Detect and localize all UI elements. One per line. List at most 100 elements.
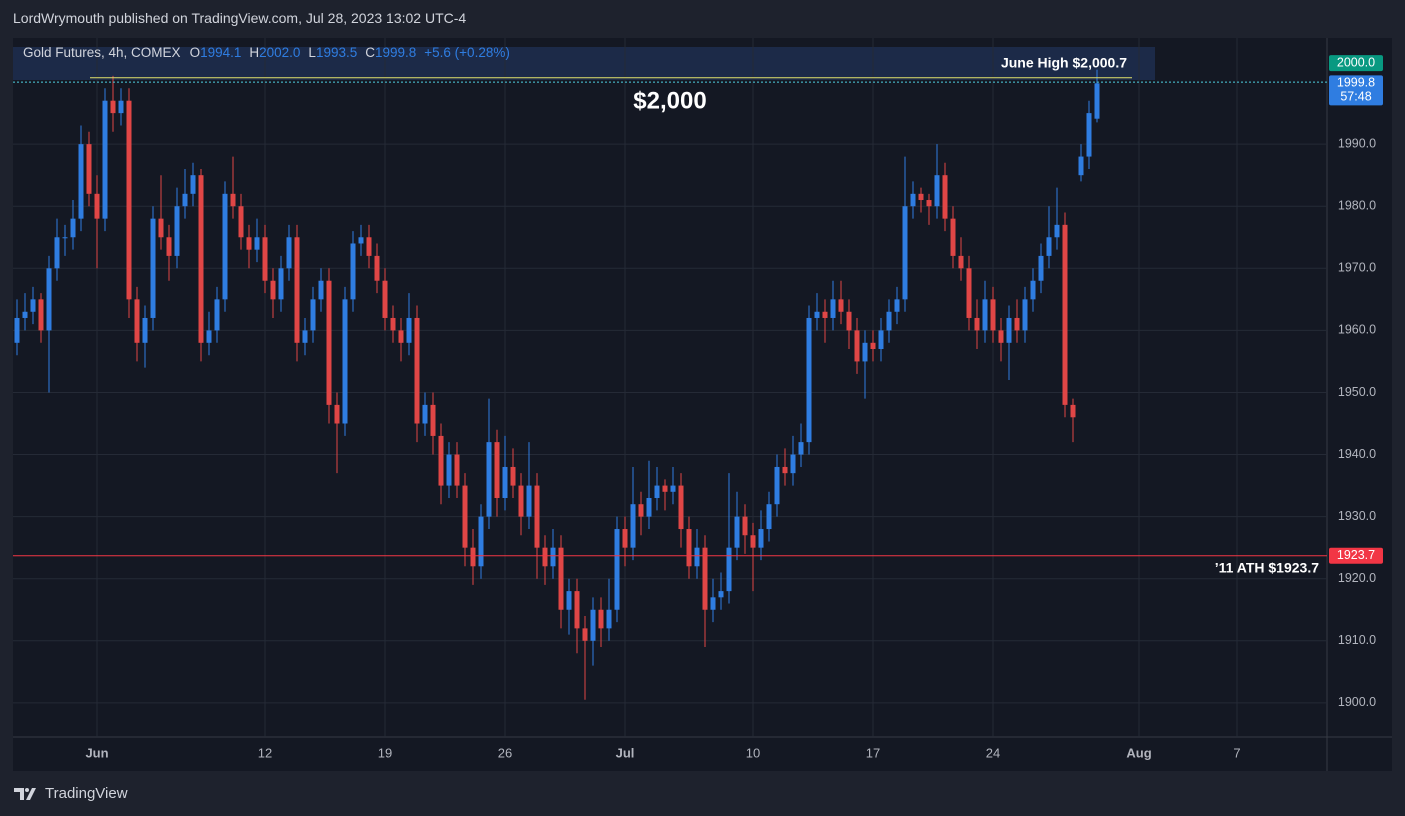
candle-body bbox=[550, 547, 556, 567]
candle-body bbox=[1054, 224, 1060, 238]
plot-background bbox=[13, 38, 1392, 771]
last-price: 1999.8 bbox=[1337, 76, 1375, 90]
candle-body bbox=[198, 175, 204, 343]
candle-body bbox=[446, 454, 452, 486]
candle-body bbox=[262, 237, 268, 281]
candle-body bbox=[214, 299, 220, 331]
candle-body bbox=[86, 144, 92, 194]
candle-body bbox=[270, 280, 276, 300]
legend-key: H bbox=[249, 45, 260, 60]
x-tick-label: 12 bbox=[258, 745, 272, 760]
candle-body bbox=[750, 535, 756, 548]
candle-body bbox=[646, 497, 652, 517]
candle-body bbox=[30, 299, 36, 312]
legend-value: 1993.5 bbox=[315, 45, 358, 60]
x-tick-label: 26 bbox=[498, 745, 512, 760]
candle-body bbox=[182, 193, 188, 207]
change: +5.6 (+0.28%) bbox=[424, 45, 510, 60]
candle-body bbox=[598, 609, 604, 629]
annotation: June High $2,000.7 bbox=[1001, 55, 1127, 71]
candle-body bbox=[510, 466, 516, 486]
legend-key: O bbox=[189, 45, 201, 60]
candle-body bbox=[206, 330, 212, 343]
candle-body bbox=[430, 404, 436, 436]
x-tick-label: Aug bbox=[1126, 745, 1151, 760]
y-tick-label: 1950.0 bbox=[1338, 385, 1376, 399]
candle-body bbox=[678, 485, 684, 530]
x-tick-label: Jun bbox=[85, 745, 108, 760]
candle-body bbox=[254, 237, 260, 250]
candle-body bbox=[974, 317, 980, 331]
candle-body bbox=[62, 237, 68, 239]
candle-body bbox=[1094, 83, 1100, 119]
candle-body bbox=[766, 504, 772, 530]
candle-body bbox=[894, 299, 900, 312]
x-tick-label: 10 bbox=[746, 745, 760, 760]
candle-body bbox=[982, 299, 988, 331]
candle-body bbox=[630, 504, 636, 548]
y-tick-label: 1990.0 bbox=[1338, 136, 1376, 150]
candle-body bbox=[1006, 317, 1012, 343]
candle-body bbox=[870, 342, 876, 350]
y-tick-label: 1960.0 bbox=[1338, 323, 1376, 337]
candle-body bbox=[158, 218, 164, 238]
candle-body bbox=[46, 268, 52, 331]
candle-body bbox=[758, 529, 764, 548]
brand: TradingView bbox=[14, 785, 128, 802]
candle-body bbox=[126, 100, 132, 300]
candle-body bbox=[174, 206, 180, 256]
candle-body bbox=[318, 280, 324, 300]
candle-body bbox=[918, 193, 924, 201]
candle-body bbox=[822, 311, 828, 318]
candle-body bbox=[1070, 404, 1076, 418]
candle-body bbox=[310, 299, 316, 331]
y-tick-label: 1940.0 bbox=[1338, 447, 1376, 461]
candle-body bbox=[166, 237, 172, 256]
candle-body bbox=[70, 218, 76, 238]
candle-body bbox=[966, 268, 972, 318]
candle-body bbox=[1014, 317, 1020, 331]
legend-band bbox=[13, 47, 1155, 80]
candle-body bbox=[438, 435, 444, 486]
publisher-line: LordWrymouth published on TradingView.co… bbox=[13, 10, 467, 26]
candle-body bbox=[902, 206, 908, 300]
x-tick-label: 19 bbox=[378, 745, 392, 760]
legend-value: 1999.8 bbox=[374, 45, 417, 60]
y-tick-label: 1970.0 bbox=[1338, 261, 1376, 275]
candle-body bbox=[1078, 156, 1084, 176]
candle-body bbox=[54, 237, 60, 269]
level-label-box bbox=[1329, 547, 1383, 564]
y-tick-label: 1930.0 bbox=[1338, 509, 1376, 523]
symbol: Gold Futures, 4h, COMEX bbox=[23, 45, 181, 60]
candle-body bbox=[718, 591, 724, 598]
candle-body bbox=[118, 100, 124, 114]
candle-body bbox=[190, 175, 196, 194]
candle-body bbox=[278, 268, 284, 300]
brand-name: TradingView bbox=[45, 785, 128, 802]
candle-body bbox=[14, 317, 20, 343]
candle-body bbox=[566, 591, 572, 610]
candle-body bbox=[22, 311, 28, 318]
candle-body bbox=[670, 485, 676, 492]
candle-body bbox=[654, 485, 660, 498]
candle-body bbox=[102, 100, 108, 219]
candle-body bbox=[1022, 299, 1028, 331]
candle-body bbox=[806, 317, 812, 443]
candle-body bbox=[334, 404, 340, 424]
candle-body bbox=[942, 175, 948, 219]
symbol-legend: Gold Futures, 4h, COMEX O1994.1 H2002.0 L19… bbox=[23, 45, 510, 60]
candle-body bbox=[406, 317, 412, 343]
candle-body bbox=[998, 330, 1004, 343]
candle-body bbox=[1038, 255, 1044, 281]
candle-body bbox=[294, 237, 300, 343]
candle-body bbox=[454, 454, 460, 486]
candle-body bbox=[790, 454, 796, 474]
candle-body bbox=[934, 175, 940, 207]
y-tick-label: 1910.0 bbox=[1338, 633, 1376, 647]
y-tick-label: 1980.0 bbox=[1338, 199, 1376, 213]
candle-body bbox=[502, 466, 508, 498]
countdown: 57:48 bbox=[1340, 90, 1371, 104]
annotation: ’11 ATH $1923.7 bbox=[1215, 560, 1320, 576]
